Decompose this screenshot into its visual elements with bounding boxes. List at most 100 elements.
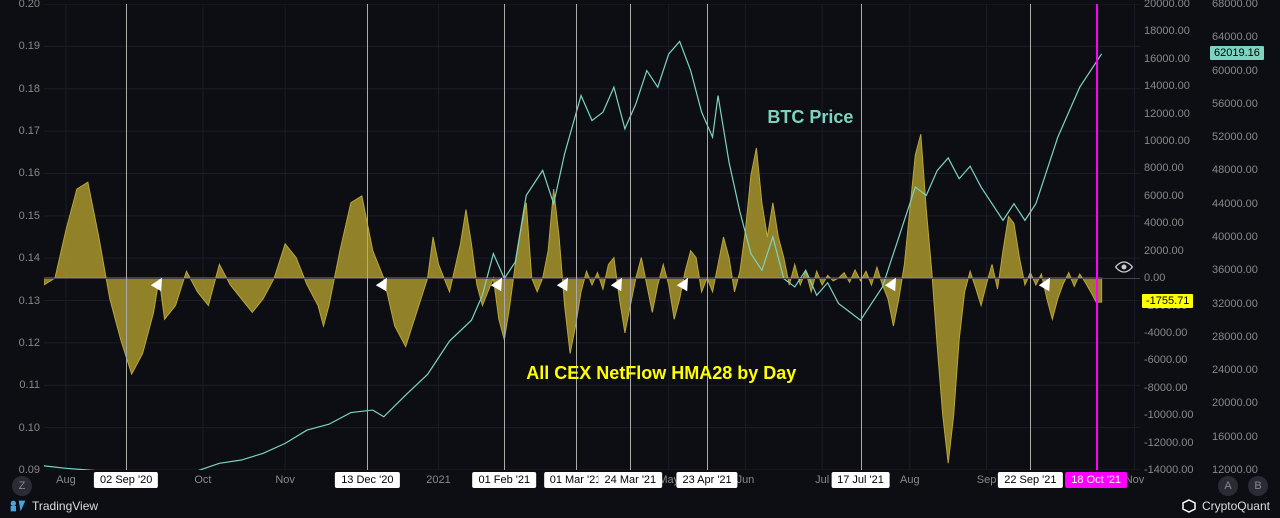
y-right-price-tick: 68000.00 [1212, 0, 1258, 10]
y-right-price-tick: 36000.00 [1212, 264, 1258, 276]
x-axis-label: Oct [194, 474, 211, 486]
scale-button-a-label: A [1224, 480, 1231, 492]
event-date-label: 24 Mar '21 [599, 472, 663, 488]
x-axis-label: Sep [977, 474, 997, 486]
x-axis-label: Nov [275, 474, 295, 486]
event-line [707, 4, 708, 470]
price-line-layer [44, 4, 1140, 470]
y-right-price-tick: 56000.00 [1212, 98, 1258, 110]
arrow-marker-icon [677, 274, 693, 290]
x-axis-label: 2021 [426, 474, 450, 486]
y-right-netflow-tick: -10000.00 [1144, 409, 1194, 421]
y-right-price-tick: 60000.00 [1212, 65, 1258, 77]
brand-right-label: CryptoQuant [1202, 499, 1270, 513]
y-axis-right-netflow: 20000.0018000.0016000.0014000.0012000.00… [1140, 4, 1208, 470]
cursor-line[interactable] [1096, 4, 1098, 470]
btc-price-annotation: BTC Price [767, 107, 853, 128]
plot-area[interactable]: BTC Price All CEX NetFlow HMA28 by Day [44, 4, 1140, 470]
y-axis-left: 0.200.190.180.170.160.150.140.130.120.11… [0, 4, 44, 470]
y-left-tick: 0.19 [19, 40, 40, 52]
y-left-tick: 0.15 [19, 210, 40, 222]
y-left-tick: 0.10 [19, 422, 40, 434]
y-left-tick: 0.14 [19, 252, 40, 264]
y-right-price-tick: 32000.00 [1212, 298, 1258, 310]
cursor-date-label: 18 Oct '21 [1065, 472, 1127, 488]
y-left-tick: 0.12 [19, 337, 40, 349]
y-right-price-tick: 64000.00 [1212, 31, 1258, 43]
event-date-label: 22 Sep '21 [998, 472, 1062, 488]
event-line [1030, 4, 1031, 470]
netflow-current-badge: -1755.71 [1142, 294, 1193, 308]
x-axis: AugOctNov2021MayJunJulAugSepNov02 Sep '2… [44, 470, 1140, 494]
y-right-netflow-tick: 6000.00 [1144, 190, 1184, 202]
y-right-netflow-tick: -12000.00 [1144, 437, 1194, 449]
y-left-tick: 0.18 [19, 83, 40, 95]
y-left-tick: 0.20 [19, 0, 40, 10]
y-right-netflow-tick: 16000.00 [1144, 53, 1190, 65]
event-date-label: 01 Feb '21 [472, 472, 536, 488]
y-right-price-tick: 12000.00 [1212, 464, 1258, 476]
y-right-netflow-tick: 14000.00 [1144, 80, 1190, 92]
netflow-annotation: All CEX NetFlow HMA28 by Day [526, 363, 796, 384]
scale-button-b[interactable]: B [1248, 476, 1268, 496]
event-line [126, 4, 127, 470]
y-right-netflow-tick: 20000.00 [1144, 0, 1190, 10]
x-axis-label: Aug [900, 474, 920, 486]
y-right-price-tick: 52000.00 [1212, 131, 1258, 143]
scale-button-left[interactable]: Z [12, 476, 32, 496]
y-right-netflow-tick: 10000.00 [1144, 135, 1190, 147]
y-right-netflow-tick: 2000.00 [1144, 245, 1184, 257]
brand-right[interactable]: CryptoQuant [1182, 499, 1270, 513]
y-right-price-tick: 28000.00 [1212, 331, 1258, 343]
y-right-price-tick: 20000.00 [1212, 397, 1258, 409]
event-line [504, 4, 505, 470]
arrow-marker-icon [376, 274, 392, 290]
visibility-eye-icon[interactable] [1114, 260, 1134, 274]
grid-layer [44, 4, 1140, 470]
event-date-label: 13 Dec '20 [335, 472, 399, 488]
arrow-marker-icon [556, 274, 572, 290]
y-right-price-tick: 16000.00 [1212, 431, 1258, 443]
arrow-marker-icon [151, 274, 167, 290]
price-current-badge: 62019.16 [1210, 46, 1264, 60]
brand-left-label: TradingView [32, 499, 98, 513]
scale-button-b-label: B [1254, 480, 1261, 492]
y-right-netflow-tick: 12000.00 [1144, 108, 1190, 120]
y-axis-right-price: 68000.0064000.0060000.0056000.0052000.00… [1208, 4, 1268, 470]
y-right-netflow-tick: 0.00 [1144, 272, 1165, 284]
brand-left[interactable]: TradingView [10, 499, 98, 513]
chart-container: 0.20 0.19 0.18 0.17 0.16 0.15 0.14 0.13 0.12 0.11… [0, 0, 1280, 518]
arrow-marker-icon [611, 274, 627, 290]
y-right-netflow-tick: -6000.00 [1144, 354, 1187, 366]
y-left-tick: 0.16 [19, 167, 40, 179]
netflow-zero-line [44, 278, 1140, 279]
y-right-price-tick: 40000.00 [1212, 231, 1258, 243]
netflow-area-layer [44, 4, 1140, 470]
x-axis-label: Jul [815, 474, 829, 486]
x-axis-label: Aug [56, 474, 76, 486]
y-right-netflow-tick: -8000.00 [1144, 382, 1187, 394]
y-left-tick: 0.09 [19, 464, 40, 476]
y-left-tick: 0.13 [19, 295, 40, 307]
cryptoquant-logo-icon [1182, 499, 1196, 513]
scale-button-left-label: Z [19, 480, 26, 492]
y-left-tick: 0.17 [19, 125, 40, 137]
tradingview-logo-icon [10, 500, 26, 512]
y-left-tick: 0.11 [19, 379, 40, 391]
y-right-price-tick: 48000.00 [1212, 164, 1258, 176]
x-axis-label: Nov [1125, 474, 1145, 486]
event-date-label: 23 Apr '21 [676, 472, 737, 488]
event-line [630, 4, 631, 470]
event-date-label: 02 Sep '20 [94, 472, 158, 488]
event-line [576, 4, 577, 470]
event-line [861, 4, 862, 470]
y-right-netflow-tick: -4000.00 [1144, 327, 1187, 339]
arrow-marker-icon [1039, 274, 1055, 290]
y-right-price-tick: 44000.00 [1212, 198, 1258, 210]
y-right-netflow-tick: 18000.00 [1144, 25, 1190, 37]
y-right-netflow-tick: 8000.00 [1144, 162, 1184, 174]
event-date-label: 17 Jul '21 [831, 472, 890, 488]
scale-button-a[interactable]: A [1218, 476, 1238, 496]
y-right-netflow-tick: -14000.00 [1144, 464, 1194, 476]
arrow-marker-icon [885, 274, 901, 290]
